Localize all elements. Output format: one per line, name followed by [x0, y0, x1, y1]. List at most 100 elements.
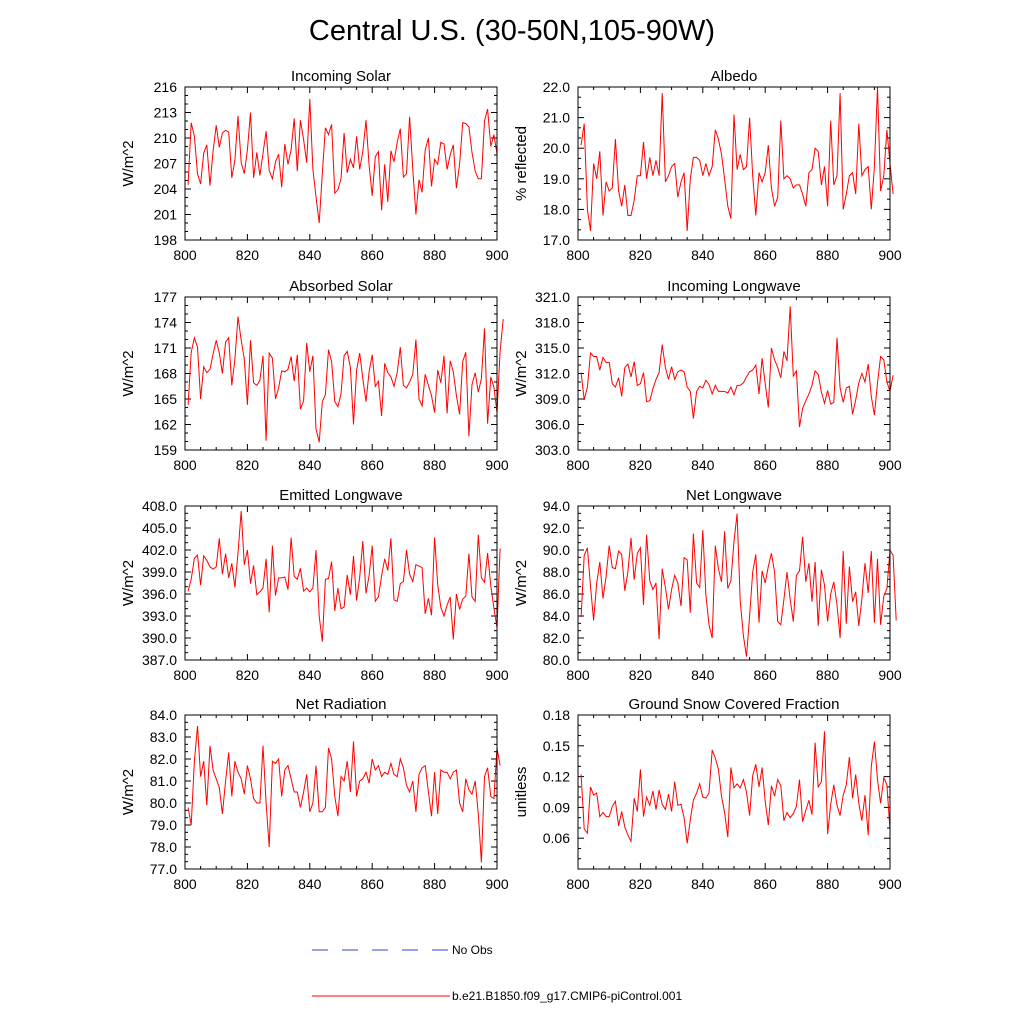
- plot-frame: [577, 505, 891, 661]
- panel-net-radiation: Net Radiation W/m^2 800 820 840 860 880 900 77.0…: [120, 696, 509, 892]
- y-tick-label: 204: [154, 181, 178, 197]
- panels: Incoming Solar W/m^2 800 820 840 860 880 900 198…: [120, 68, 902, 892]
- y-tick-label: 213: [154, 105, 178, 121]
- y-tick-label: 408.0: [142, 498, 177, 514]
- y-tick-label: 198: [154, 232, 178, 248]
- panel-title: Absorbed Solar: [289, 278, 392, 295]
- y-axis-label: W/m^2: [120, 560, 137, 606]
- x-tick-label: 820: [629, 876, 653, 892]
- y-tick-label: 165: [154, 391, 178, 407]
- x-tick-label: 840: [691, 247, 715, 263]
- panel-emitted-longwave: Emitted Longwave W/m^2 800 820 840 860 880 900 3…: [120, 487, 509, 683]
- x-tick-label: 840: [298, 457, 322, 473]
- x-tick-label: 840: [298, 876, 322, 892]
- y-tick-label: 0.15: [543, 738, 570, 754]
- series-line-b-e21-b1850-f09-g17-cmip6-picontrol-001: [580, 86, 894, 231]
- panel-title: Ground Snow Covered Fraction: [629, 696, 840, 713]
- plot-frame: [577, 86, 891, 241]
- y-tick-label: 177: [154, 289, 178, 305]
- x-tick-label: 820: [629, 247, 653, 263]
- y-tick-label: 77.0: [150, 861, 177, 877]
- y-tick-label: 86.0: [543, 586, 570, 602]
- legend: No Obs b.e21.B1850.f09_g17.CMIP6-piContr…: [312, 943, 682, 1003]
- panel-title: Incoming Longwave: [667, 278, 800, 295]
- y-tick-label: 82.0: [150, 751, 177, 767]
- x-tick-label: 820: [236, 457, 260, 473]
- y-tick-label: 390.0: [142, 630, 177, 646]
- x-tick-label: 880: [816, 247, 840, 263]
- y-tick-label: 80.0: [150, 795, 177, 811]
- y-tick-label: 318.0: [535, 315, 570, 331]
- y-tick-label: 21.0: [543, 110, 570, 126]
- series-line-b-e21-b1850-f09-g17-cmip6-picontrol-001: [187, 316, 504, 443]
- x-tick-label: 840: [691, 457, 715, 473]
- x-tick-label: 900: [485, 667, 509, 683]
- y-tick-label: 22.0: [543, 79, 570, 95]
- y-tick-label: 162: [154, 417, 178, 433]
- y-tick-label: 0.18: [543, 707, 570, 723]
- x-tick-label: 860: [361, 457, 385, 473]
- x-tick-label: 820: [236, 876, 260, 892]
- panel-title: Albedo: [711, 68, 758, 85]
- y-tick-label: 82.0: [543, 630, 570, 646]
- series-line-b-e21-b1850-f09-g17-cmip6-picontrol-001: [580, 731, 891, 844]
- y-tick-label: 402.0: [142, 542, 177, 558]
- y-tick-label: 207: [154, 156, 178, 172]
- plot-frame: [184, 86, 498, 241]
- panel-net-longwave: Net Longwave W/m^2 800 820 840 860 880 900 80.0 8…: [513, 487, 902, 683]
- y-axis-label: W/m^2: [513, 560, 530, 606]
- y-tick-label: 90.0: [543, 542, 570, 558]
- y-tick-label: 210: [154, 130, 178, 146]
- series-line-b-e21-b1850-f09-g17-cmip6-picontrol-001: [187, 725, 501, 863]
- y-tick-label: 92.0: [543, 520, 570, 536]
- x-tick-label: 860: [361, 876, 385, 892]
- y-axis-label: unitless: [513, 767, 530, 818]
- y-tick-label: 78.0: [150, 839, 177, 855]
- plot-frame: [184, 714, 498, 870]
- x-tick-label: 840: [691, 667, 715, 683]
- y-tick-label: 396.0: [142, 586, 177, 602]
- x-tick-label: 840: [691, 876, 715, 892]
- series-line-b-e21-b1850-f09-g17-cmip6-picontrol-001: [187, 511, 501, 642]
- x-tick-label: 880: [423, 667, 447, 683]
- y-tick-label: 303.0: [535, 442, 570, 458]
- panel-title: Emitted Longwave: [279, 487, 402, 504]
- x-tick-label: 900: [878, 247, 902, 263]
- y-tick-label: 309.0: [535, 391, 570, 407]
- series-line-b-e21-b1850-f09-g17-cmip6-picontrol-001: [580, 513, 897, 657]
- x-tick-label: 800: [566, 876, 590, 892]
- y-tick-label: 315.0: [535, 340, 570, 356]
- y-tick-label: 79.0: [150, 817, 177, 833]
- y-tick-label: 0.06: [543, 830, 570, 846]
- x-tick-label: 800: [173, 667, 197, 683]
- x-tick-label: 880: [816, 876, 840, 892]
- panel-title: Net Radiation: [296, 696, 387, 713]
- x-tick-label: 860: [754, 247, 778, 263]
- y-axis-label: W/m^2: [120, 140, 137, 186]
- y-tick-label: 387.0: [142, 652, 177, 668]
- x-tick-label: 820: [629, 457, 653, 473]
- panel-albedo: Albedo % reflected 800 820 840 860 880 900 17.0 1…: [513, 68, 902, 263]
- y-tick-label: 201: [154, 207, 178, 223]
- y-tick-label: 84.0: [543, 608, 570, 624]
- x-tick-label: 880: [423, 457, 447, 473]
- y-tick-label: 168: [154, 366, 178, 382]
- y-tick-label: 312.0: [535, 366, 570, 382]
- y-tick-label: 171: [154, 340, 178, 356]
- x-tick-label: 820: [236, 247, 260, 263]
- x-tick-label: 860: [754, 667, 778, 683]
- x-tick-label: 800: [173, 876, 197, 892]
- y-tick-label: 94.0: [543, 498, 570, 514]
- x-tick-label: 800: [566, 667, 590, 683]
- x-tick-label: 840: [298, 247, 322, 263]
- x-tick-label: 820: [629, 667, 653, 683]
- x-tick-label: 900: [878, 876, 902, 892]
- y-axis-label: W/m^2: [120, 350, 137, 396]
- x-tick-label: 860: [754, 457, 778, 473]
- x-tick-label: 860: [754, 876, 778, 892]
- y-tick-label: 83.0: [150, 729, 177, 745]
- x-tick-label: 900: [485, 457, 509, 473]
- y-axis-label: W/m^2: [120, 769, 137, 815]
- series-line-b-e21-b1850-f09-g17-cmip6-picontrol-001: [187, 98, 498, 224]
- legend-obs-label: No Obs: [452, 943, 493, 957]
